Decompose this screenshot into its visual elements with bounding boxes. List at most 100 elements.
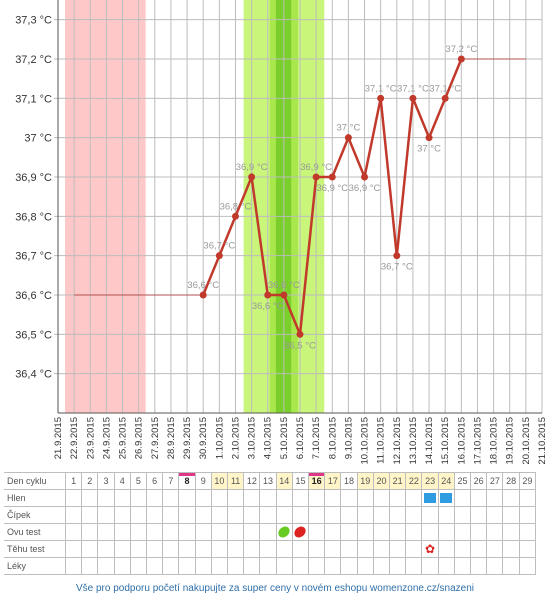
data-label: 37 °C (336, 123, 360, 134)
table-cell (421, 557, 439, 575)
table-cell (259, 540, 277, 558)
temperature-point (312, 173, 320, 181)
table-cell (502, 557, 520, 575)
row-label: Léky (4, 557, 66, 575)
table-row: Ovu test (4, 523, 537, 541)
table-cell (64, 489, 83, 507)
table-cell (97, 506, 115, 524)
table-cell (243, 523, 261, 541)
table-cell (291, 540, 310, 558)
table-cell (178, 489, 196, 507)
table-cell (356, 540, 374, 558)
table-cell (470, 489, 488, 507)
table-cell (324, 506, 342, 524)
table-cell (227, 557, 245, 575)
x-tick-label: 30.9.2015 (198, 417, 209, 459)
table-cell (372, 557, 391, 575)
table-cell (275, 489, 293, 507)
table-cell (291, 506, 310, 524)
table-cell (113, 557, 131, 575)
table-cell (162, 506, 180, 524)
data-label: 37,1 °C (397, 83, 429, 94)
temperature-point (425, 134, 433, 142)
table-cell (308, 523, 326, 541)
x-tick-label: 27.9.2015 (150, 417, 161, 459)
table-cell (405, 540, 423, 558)
ovulation-test-icon (276, 525, 292, 540)
data-label: 37 °C (417, 144, 441, 155)
x-tick-label: 29.9.2015 (182, 417, 193, 459)
x-tick-label: 1.10.2015 (214, 417, 225, 459)
table-cell (64, 506, 83, 524)
day-number: 26 (470, 472, 488, 490)
day-number: 18 (340, 472, 358, 490)
table-cell (518, 506, 537, 524)
temperature-point (344, 134, 352, 142)
table-cell (453, 557, 472, 575)
x-tick-label: 14.10.2015 (424, 417, 435, 465)
table-cell (356, 557, 374, 575)
day-number: 23 (421, 472, 439, 490)
day-number: 16 (308, 472, 326, 490)
day-number: 12 (243, 472, 261, 490)
table-cell (291, 489, 310, 507)
day-number: 3 (97, 472, 115, 490)
table-cell (129, 523, 148, 541)
table-cell (486, 557, 504, 575)
x-tick-label: 25.9.2015 (118, 417, 129, 459)
table-cell (389, 540, 407, 558)
x-tick-label: 21.9.2015 (53, 417, 64, 459)
row-label: Těhu test (4, 540, 66, 558)
table-cell (113, 540, 131, 558)
y-tick-label: 36,9 °C (15, 172, 52, 184)
table-cell (324, 540, 342, 558)
y-tick-label: 37,2 °C (15, 54, 52, 66)
table-cell (486, 506, 504, 524)
menstruation-band (65, 0, 146, 413)
table-cell (178, 540, 196, 558)
x-tick-label: 7.10.2015 (311, 417, 322, 459)
table-cell (356, 506, 374, 524)
table-cell (259, 506, 277, 524)
table-cell (210, 557, 229, 575)
table-cell (146, 506, 164, 524)
y-tick-label: 36,5 °C (15, 329, 52, 341)
table-cell (64, 557, 83, 575)
data-label: 36,5 °C (284, 340, 316, 351)
day-number: 28 (502, 472, 520, 490)
table-cell (324, 557, 342, 575)
promo-footer[interactable]: Vše pro podporu početí nakupujte za supe… (75, 583, 475, 594)
table-cell: ✿ (421, 540, 439, 558)
x-tick-label: 18.10.2015 (489, 417, 500, 465)
temperature-point (361, 173, 369, 181)
day-number: 5 (129, 472, 148, 490)
table-cell (227, 523, 245, 541)
day-number: 7 (162, 472, 180, 490)
table-cell (113, 523, 131, 541)
row-label: Čípek (4, 506, 66, 524)
table-cell (194, 540, 212, 558)
x-tick-label: 28.9.2015 (166, 417, 177, 459)
table-cell (518, 489, 537, 507)
temperature-point (441, 94, 449, 102)
x-tick-label: 10.10.2015 (360, 417, 371, 465)
table-cell (340, 506, 358, 524)
table-cell (97, 489, 115, 507)
table-cell (453, 540, 472, 558)
cycle-table: Den cyklu 1 2 3 4 5 6 7 8 9 10 11 12 13 14 15 16 17 18 19 20… (4, 472, 537, 575)
table-cell (227, 540, 245, 558)
table-cell (194, 489, 212, 507)
x-tick-label: 23.9.2015 (85, 417, 96, 459)
x-tick-label: 11.10.2015 (376, 417, 387, 464)
day-number: 17 (324, 472, 342, 490)
day-number: 25 (453, 472, 472, 490)
temperature-point (264, 291, 272, 299)
table-cell (405, 506, 423, 524)
x-tick-label: 6.10.2015 (295, 417, 306, 459)
x-tick-label: 5.10.2015 (279, 417, 290, 459)
table-cell (146, 523, 164, 541)
table-cell (421, 506, 439, 524)
table-cell (210, 489, 229, 507)
table-cell (372, 540, 391, 558)
table-cell (194, 506, 212, 524)
